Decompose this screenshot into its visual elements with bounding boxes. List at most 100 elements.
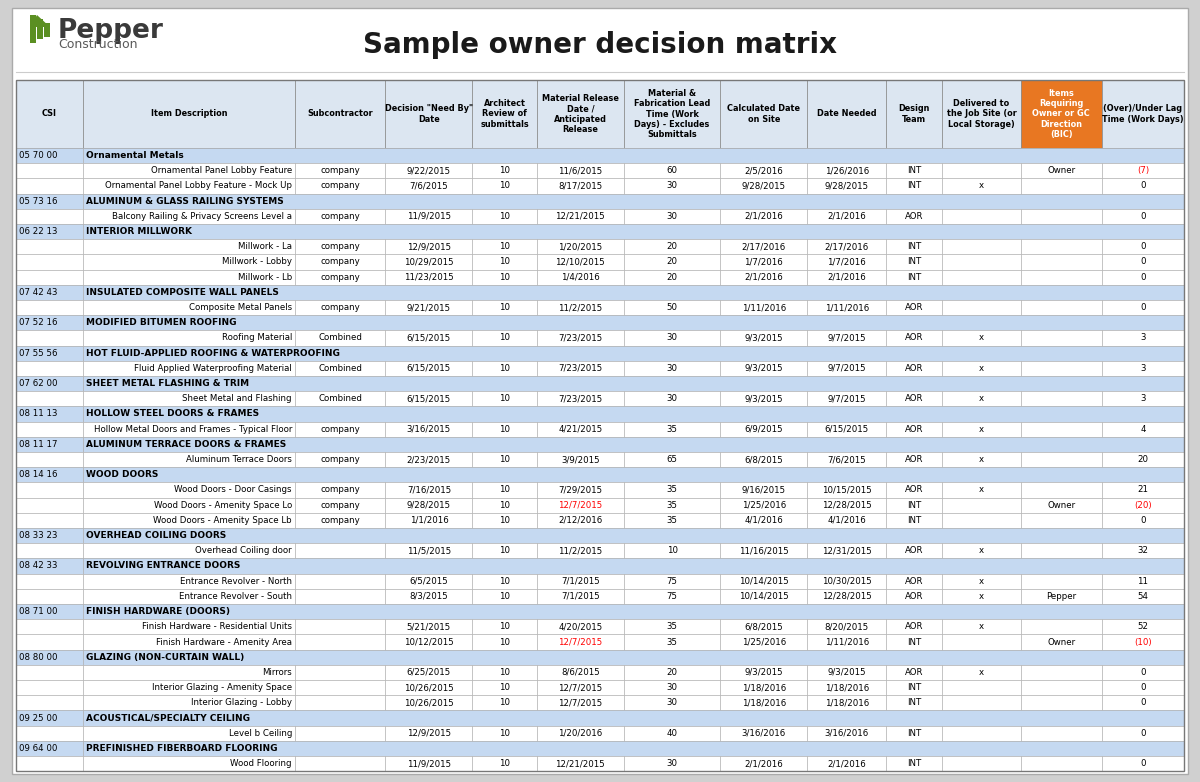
Text: x: x xyxy=(979,576,984,586)
Text: 3: 3 xyxy=(1140,333,1146,343)
Bar xyxy=(886,619,942,634)
Bar xyxy=(720,665,808,680)
Bar xyxy=(473,543,536,558)
Bar xyxy=(1102,695,1184,710)
Text: 1/1/2016: 1/1/2016 xyxy=(409,516,449,525)
Text: Ornamental Panel Lobby Feature - Mock Up: Ornamental Panel Lobby Feature - Mock Up xyxy=(104,181,292,191)
Bar xyxy=(720,270,808,285)
Bar xyxy=(16,634,83,650)
Text: 0: 0 xyxy=(1140,242,1146,251)
Text: 10/14/2015: 10/14/2015 xyxy=(739,592,788,601)
Bar xyxy=(808,270,886,285)
Text: 35: 35 xyxy=(667,486,678,494)
Bar xyxy=(720,574,808,589)
Bar xyxy=(720,254,808,270)
Text: INT: INT xyxy=(907,759,922,768)
Bar xyxy=(624,391,720,407)
Bar xyxy=(886,482,942,497)
Text: 9/16/2015: 9/16/2015 xyxy=(742,486,786,494)
Text: 32: 32 xyxy=(1138,547,1148,555)
Text: 10: 10 xyxy=(499,698,510,707)
Text: 20: 20 xyxy=(667,257,678,267)
Text: 07 42 43: 07 42 43 xyxy=(19,288,58,297)
Text: 2/1/2016: 2/1/2016 xyxy=(744,212,784,221)
Text: Sample owner decision matrix: Sample owner decision matrix xyxy=(364,31,838,59)
Text: 0: 0 xyxy=(1140,729,1146,737)
Bar xyxy=(473,665,536,680)
Bar xyxy=(83,467,1184,482)
Bar xyxy=(83,680,295,695)
Bar xyxy=(1102,80,1184,148)
Bar xyxy=(295,695,385,710)
Text: Wood Flooring: Wood Flooring xyxy=(230,759,292,768)
Bar xyxy=(44,23,50,37)
Text: CSI: CSI xyxy=(42,109,56,119)
Text: 12/7/2015: 12/7/2015 xyxy=(558,698,602,707)
Bar xyxy=(295,178,385,194)
Bar xyxy=(808,254,886,270)
Text: Sheet Metal and Flashing: Sheet Metal and Flashing xyxy=(182,394,292,404)
Text: 10: 10 xyxy=(499,576,510,586)
Bar xyxy=(1021,270,1102,285)
Bar xyxy=(1102,680,1184,695)
Bar xyxy=(1102,634,1184,650)
Bar xyxy=(942,756,1021,771)
Text: 6/5/2015: 6/5/2015 xyxy=(409,576,449,586)
Text: FINISH HARDWARE (DOORS): FINISH HARDWARE (DOORS) xyxy=(85,607,229,616)
Bar xyxy=(942,361,1021,376)
Text: 2/1/2016: 2/1/2016 xyxy=(827,212,866,221)
Bar xyxy=(295,270,385,285)
Bar xyxy=(385,300,473,315)
Text: 3: 3 xyxy=(1140,394,1146,404)
Text: Pepper: Pepper xyxy=(1046,592,1076,601)
Bar xyxy=(624,634,720,650)
Bar xyxy=(473,178,536,194)
Text: 0: 0 xyxy=(1140,181,1146,191)
Bar xyxy=(624,421,720,437)
Text: 10/29/2015: 10/29/2015 xyxy=(404,257,454,267)
Bar xyxy=(942,80,1021,148)
Bar xyxy=(385,163,473,178)
Bar xyxy=(473,391,536,407)
Text: Ornamental Metals: Ornamental Metals xyxy=(85,151,184,160)
Text: 9/3/2015: 9/3/2015 xyxy=(744,668,784,677)
Text: AOR: AOR xyxy=(905,364,923,373)
Text: OVERHEAD COILING DOORS: OVERHEAD COILING DOORS xyxy=(85,531,226,540)
Text: 08 33 23: 08 33 23 xyxy=(19,531,58,540)
Text: 10: 10 xyxy=(499,729,510,737)
Text: 10: 10 xyxy=(499,303,510,312)
Text: 9/7/2015: 9/7/2015 xyxy=(827,364,866,373)
Text: 54: 54 xyxy=(1138,592,1148,601)
Bar xyxy=(83,315,1184,331)
Bar xyxy=(1021,452,1102,467)
Bar xyxy=(83,665,295,680)
Bar xyxy=(942,634,1021,650)
Bar xyxy=(473,482,536,497)
Bar xyxy=(473,163,536,178)
Text: company: company xyxy=(320,455,360,464)
Text: 1/18/2016: 1/18/2016 xyxy=(742,698,786,707)
Text: 0: 0 xyxy=(1140,212,1146,221)
Bar xyxy=(720,482,808,497)
Bar xyxy=(1021,361,1102,376)
Bar xyxy=(16,558,83,574)
Text: Wood Doors - Amenity Space Lo: Wood Doors - Amenity Space Lo xyxy=(154,500,292,510)
Bar xyxy=(83,726,295,741)
Text: Millwork - Lb: Millwork - Lb xyxy=(238,273,292,282)
Bar xyxy=(808,756,886,771)
Text: company: company xyxy=(320,516,360,525)
Bar xyxy=(720,543,808,558)
Text: 10: 10 xyxy=(499,500,510,510)
Text: Interior Glazing - Amenity Space: Interior Glazing - Amenity Space xyxy=(151,683,292,692)
Text: 50: 50 xyxy=(667,303,678,312)
Text: 6/8/2015: 6/8/2015 xyxy=(744,455,784,464)
Bar xyxy=(624,300,720,315)
Bar xyxy=(295,300,385,315)
Bar xyxy=(83,756,295,771)
Text: 2/5/2016: 2/5/2016 xyxy=(744,167,784,175)
Text: 11/2/2015: 11/2/2015 xyxy=(558,547,602,555)
Bar xyxy=(536,482,624,497)
Bar xyxy=(16,589,83,604)
Bar xyxy=(385,331,473,346)
Bar xyxy=(83,574,295,589)
